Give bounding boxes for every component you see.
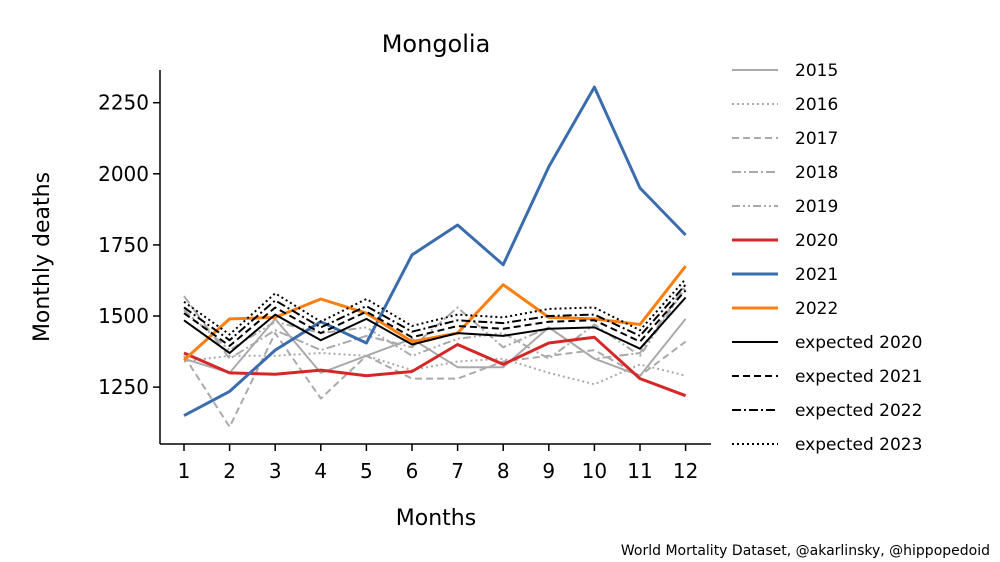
x-tick-label: 11: [627, 459, 652, 483]
x-tick-label: 1: [178, 459, 191, 483]
y-tick-label: 2000: [98, 162, 149, 186]
series-line-5: [183, 335, 687, 398]
legend-label-7: 2022: [795, 299, 838, 319]
series-line-1: [183, 352, 686, 386]
x-axis-label: Months: [396, 506, 476, 531]
series-layer: [182, 85, 687, 428]
legend-label-10: expected 2022: [795, 401, 922, 421]
source-credit: World Mortality Dataset, @akarlinsky, @h…: [621, 543, 990, 559]
x-axis-ticks: 1 2 3 4 5 6 7 8 9 10 11 12: [178, 444, 698, 483]
x-tick-label: 6: [406, 459, 419, 483]
legend-label-4: 2019: [795, 197, 838, 217]
legend-label-6: 2021: [795, 265, 838, 285]
y-tick-label: 2250: [98, 91, 149, 115]
x-tick-label: 9: [542, 459, 555, 483]
y-axis-label: Monthly deaths: [30, 172, 55, 342]
legend-label-5: 2020: [795, 231, 838, 251]
series-line-8: [183, 296, 687, 354]
legend: 2015 2016 2017 2018 2019 2020 2021 2022 expected…: [732, 61, 922, 455]
x-tick-label: 5: [360, 459, 373, 483]
series-line-9: [183, 289, 687, 347]
y-axis-ticks: 1250 1500 1750 2000 2250: [98, 91, 160, 399]
legend-label-11: expected 2023: [795, 435, 922, 455]
series-line-2: [183, 332, 687, 428]
legend-label-0: 2015: [795, 61, 838, 81]
x-tick-label: 3: [269, 459, 282, 483]
x-tick-label: 8: [497, 459, 510, 483]
x-tick-label: 10: [582, 459, 607, 483]
series-line-4: [183, 287, 687, 360]
legend-label-9: expected 2021: [795, 367, 922, 387]
x-tick-label: 4: [314, 459, 327, 483]
y-tick-label: 1250: [98, 375, 149, 399]
chart-title: Mongolia: [382, 30, 491, 58]
y-tick-label: 1750: [98, 233, 149, 257]
series-line-0: [183, 317, 687, 377]
y-tick-label: 1500: [98, 304, 149, 328]
x-tick-label: 12: [673, 459, 698, 483]
legend-label-3: 2018: [795, 163, 838, 183]
legend-label-2: 2017: [795, 129, 838, 149]
x-tick-label: 2: [223, 459, 236, 483]
legend-label-8: expected 2020: [795, 333, 922, 353]
series-line-10: [183, 284, 687, 342]
legend-label-1: 2016: [795, 95, 838, 115]
series-line-6: [183, 85, 687, 417]
series-line-7: [182, 265, 687, 362]
series-line-3: [183, 284, 687, 360]
x-tick-label: 7: [451, 459, 464, 483]
